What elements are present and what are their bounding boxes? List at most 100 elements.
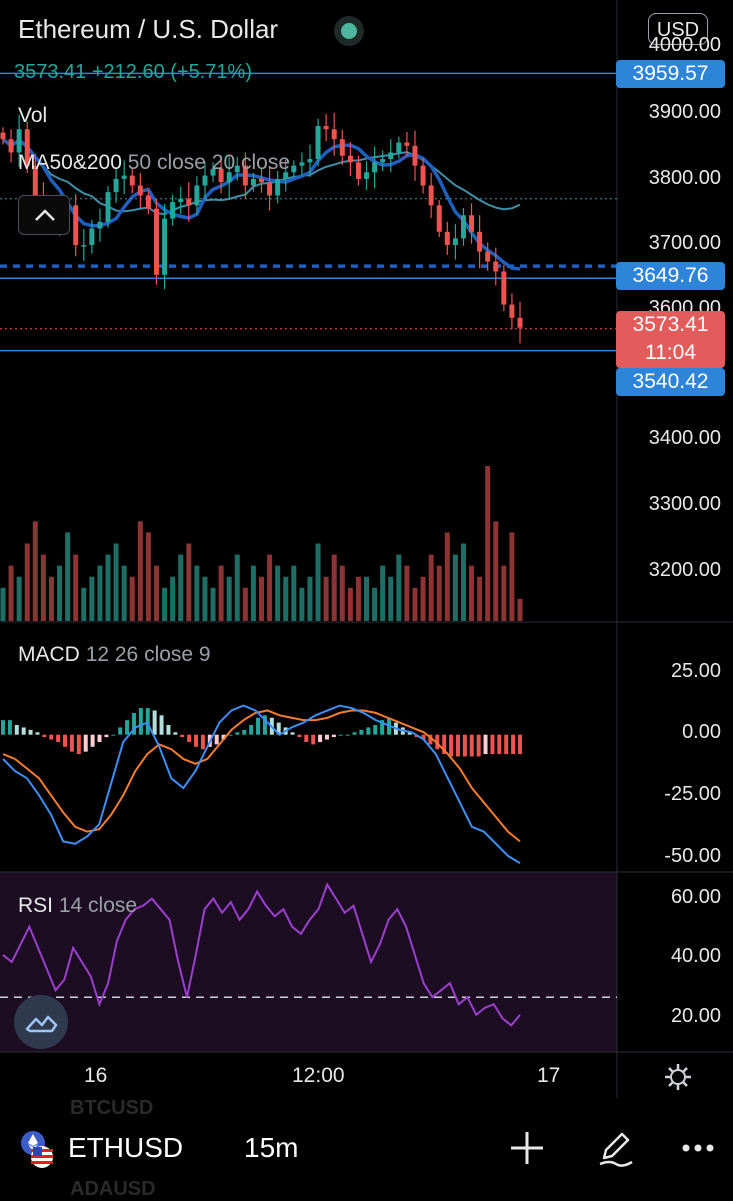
rsi-axis-label: 40.00 — [670, 945, 721, 967]
tradingview-logo-icon[interactable] — [14, 995, 68, 1049]
macd-histogram-bar — [373, 725, 378, 735]
candle-body — [16, 129, 22, 153]
volume-bar — [299, 587, 305, 621]
candle-body — [145, 195, 151, 209]
macd-histogram-bar — [7, 720, 12, 735]
volume-bar — [113, 543, 119, 621]
rsi-label: RSI — [18, 894, 54, 917]
drawing-tools-button[interactable] — [592, 1126, 636, 1170]
volume-bar — [372, 587, 378, 621]
macd-histogram-bar — [455, 734, 460, 757]
volume-bar — [412, 587, 418, 621]
candle-body — [0, 132, 6, 140]
macd-histogram-bar — [1, 720, 5, 735]
hline-tag-upper[interactable]: 3959.57 — [616, 60, 725, 88]
candle-body — [420, 165, 426, 186]
candle-body — [331, 129, 337, 140]
volume-bar — [218, 565, 224, 621]
candle-body — [24, 129, 30, 166]
volume-bar — [275, 565, 281, 621]
macd-histogram-bar — [90, 734, 95, 747]
rsi-params: 14 close — [58, 894, 138, 917]
macd-histogram-bar — [249, 725, 254, 735]
volume-bar — [517, 598, 523, 621]
symbol-selector[interactable]: ETHUSD — [68, 1132, 184, 1163]
macd-histogram-bar — [297, 734, 302, 738]
candle-body — [129, 175, 135, 186]
volume-bar — [121, 565, 127, 621]
symbol-carousel-prev[interactable]: BTCUSD — [70, 1097, 154, 1119]
candle-body — [372, 162, 378, 173]
macd-histogram-bar — [187, 734, 192, 742]
candle-body — [436, 205, 442, 232]
candle-body — [412, 145, 418, 166]
price-change-percent: (+5.71%) — [170, 61, 252, 83]
candle-body — [210, 168, 216, 176]
macd-histogram-bar — [304, 734, 309, 742]
symbol-title[interactable]: Ethereum / U.S. Dollar — [18, 14, 279, 44]
macd-histogram-bar — [497, 734, 502, 755]
macd-line — [2, 704, 521, 865]
macd-legend[interactable]: MACD 12 26 close 9 — [18, 643, 211, 667]
candle-body — [202, 175, 208, 186]
candle-body — [291, 165, 297, 173]
candle-body — [428, 185, 434, 206]
macd-histogram-bar — [76, 734, 81, 755]
macd-histogram-bar — [194, 734, 199, 747]
macd-histogram-bar — [428, 734, 433, 745]
macd-histogram-bar — [63, 734, 68, 747]
hline-tag-b[interactable]: 3540.42 — [616, 368, 725, 396]
candle-body — [444, 231, 450, 246]
ethereum-flag-icon — [21, 1131, 53, 1168]
hline-tag-a[interactable]: 3649.76 — [616, 262, 725, 290]
interval-selector[interactable]: 15m — [244, 1132, 299, 1163]
macd-histogram-bar — [331, 734, 336, 738]
candle-body — [32, 165, 38, 199]
volume-bar — [234, 554, 240, 621]
more-menu-button[interactable] — [676, 1126, 720, 1170]
macd-histogram-bar — [14, 725, 19, 735]
macd-histogram-bar — [290, 732, 295, 735]
current-price-tag: 3573.41 11:04 — [616, 311, 725, 368]
macd-histogram-bar — [42, 734, 47, 738]
candle-body — [404, 142, 410, 146]
volume-bar — [202, 576, 208, 621]
macd-histogram-bar — [125, 720, 130, 735]
chart-settings-gear-icon[interactable] — [664, 1063, 692, 1096]
volume-legend[interactable]: Vol — [18, 104, 47, 128]
macd-histogram-bar — [173, 732, 178, 735]
candle-body — [113, 178, 119, 193]
volume-bar — [65, 532, 71, 621]
macd-histogram-bar — [276, 722, 281, 735]
macd-axis-label: -50.00 — [664, 845, 721, 867]
macd-histogram-bar — [138, 708, 143, 735]
currency-button[interactable]: USD — [648, 13, 708, 45]
rsi-axis-label: 60.00 — [670, 886, 721, 908]
candle-body — [364, 172, 370, 179]
ma-legend[interactable]: MA50&200 50 close 20 close — [18, 151, 290, 175]
volume-bar — [48, 576, 54, 621]
collapse-legend-button[interactable] — [18, 195, 70, 235]
macd-histogram-bar — [104, 734, 109, 738]
volume-bar — [162, 587, 168, 621]
volume-bar — [339, 565, 345, 621]
macd-histogram-bar — [69, 734, 74, 752]
candle-body — [81, 245, 87, 247]
volume-bar — [477, 576, 483, 621]
add-indicator-button[interactable] — [505, 1126, 549, 1170]
symbol-carousel-next[interactable]: ADAUSD — [70, 1178, 156, 1200]
volume-bar — [178, 554, 184, 621]
candle-body — [307, 159, 313, 163]
candle-body — [137, 185, 143, 196]
candle-body — [226, 172, 232, 183]
volume-bar — [364, 576, 370, 621]
volume-bar — [485, 466, 491, 621]
rsi-legend[interactable]: RSI 14 close — [18, 894, 137, 918]
candle-body — [97, 221, 103, 229]
volume-bar — [145, 532, 151, 621]
macd-histogram-bar — [490, 734, 495, 755]
macd-histogram-bar — [111, 734, 116, 736]
macd-histogram-bar — [28, 729, 33, 735]
